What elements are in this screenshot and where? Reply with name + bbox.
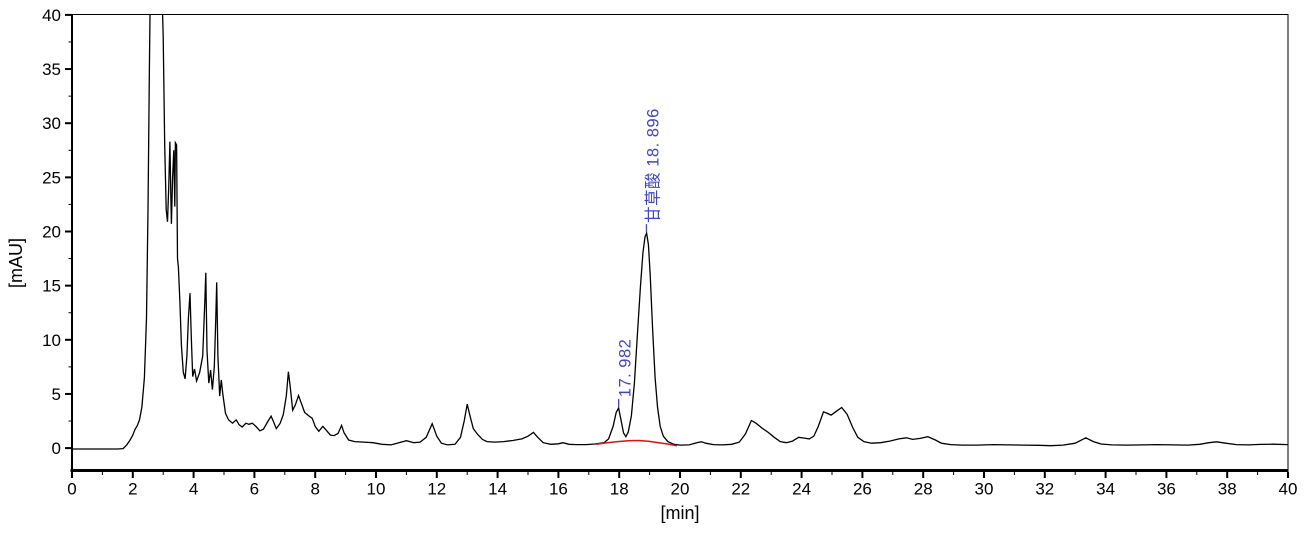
- plot-border: [71, 14, 1289, 471]
- peak-label: 17. 982: [617, 339, 635, 398]
- x-tick-label: 2: [128, 480, 137, 499]
- y-tick-label: 30: [42, 114, 61, 133]
- x-tick-label: 20: [671, 480, 690, 499]
- x-tick-label: 24: [792, 480, 811, 499]
- x-tick-label: 16: [549, 480, 568, 499]
- detector-signal-trace: [72, 14, 1288, 450]
- y-axis-label: [mAU]: [6, 238, 26, 288]
- x-tick-label: 30: [975, 480, 994, 499]
- y-tick-label: 40: [42, 6, 61, 25]
- y-tick-label: 25: [42, 168, 61, 187]
- y-tick-label: 5: [52, 385, 61, 404]
- x-tick-label: 32: [1035, 480, 1054, 499]
- y-tick-label: 10: [42, 331, 61, 350]
- x-tick-label: 0: [67, 480, 76, 499]
- x-tick-label: 40: [1279, 480, 1298, 499]
- x-axis-label: [min]: [660, 503, 699, 523]
- x-tick-label: 10: [367, 480, 386, 499]
- x-tick-label: 8: [310, 480, 319, 499]
- integration-baseline-trace: [596, 439, 678, 447]
- y-tick-label: 20: [42, 223, 61, 242]
- x-tick-label: 34: [1096, 480, 1115, 499]
- x-tick-label: 36: [1157, 480, 1176, 499]
- peak-label: 甘草酸 18. 896: [643, 108, 662, 223]
- y-tick-label: 15: [42, 277, 61, 296]
- x-tick-label: 26: [853, 480, 872, 499]
- x-tick-label: 22: [731, 480, 750, 499]
- x-tick-label: 6: [250, 480, 259, 499]
- y-tick-label: 35: [42, 60, 61, 79]
- x-tick-label: 14: [488, 480, 507, 499]
- x-tick-label: 12: [427, 480, 446, 499]
- x-tick-label: 38: [1218, 480, 1237, 499]
- x-tick-label: 4: [189, 480, 198, 499]
- y-tick-label: 0: [52, 439, 61, 458]
- x-tick-label: 18: [610, 480, 629, 499]
- x-tick-label: 28: [914, 480, 933, 499]
